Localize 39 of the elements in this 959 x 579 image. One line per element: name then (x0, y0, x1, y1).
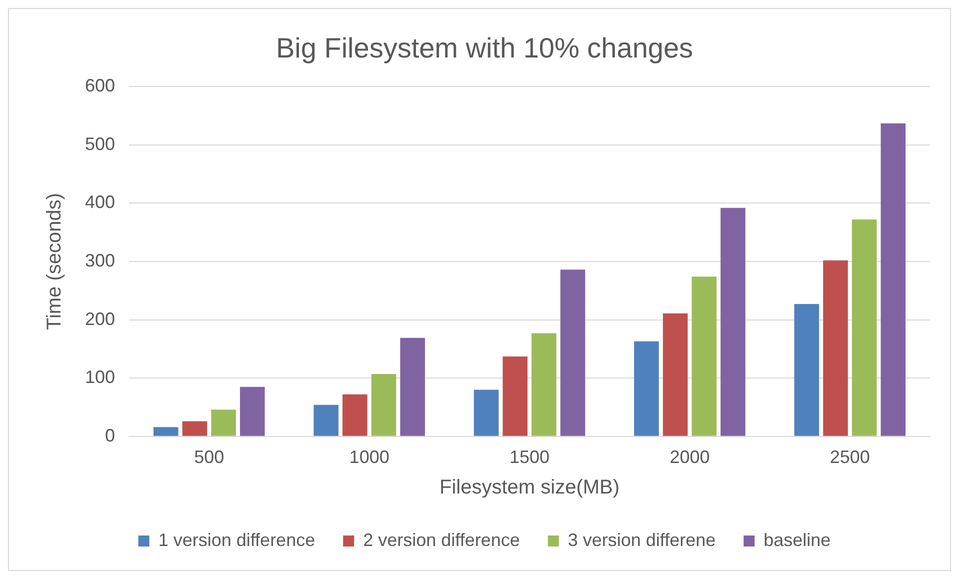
bar (371, 374, 396, 436)
bar (240, 386, 265, 436)
legend-label: 3 version differene (568, 530, 716, 550)
bar (634, 341, 659, 436)
x-tick-label: 2000 (670, 447, 710, 468)
y-axis-title: Time (seconds) (44, 192, 66, 330)
legend-label: 1 version difference (158, 530, 316, 550)
bar (400, 338, 425, 436)
y-tick-label: 600 (84, 76, 116, 96)
bar (852, 220, 877, 436)
x-axis-title: Filesystem size(MB) (440, 476, 620, 499)
bar (823, 260, 848, 436)
bar (314, 404, 338, 436)
x-tick-label: 500 (194, 447, 224, 468)
x-tick-label: 2500 (830, 447, 870, 468)
bar (692, 276, 717, 436)
y-tick-label: 400 (84, 192, 116, 212)
bar (794, 304, 820, 436)
bar (342, 394, 368, 436)
chart-title: Big Filesystem with 10% changes (276, 32, 694, 64)
bar (502, 356, 528, 436)
y-tick-label: 100 (84, 367, 116, 388)
y-tick-label: 200 (84, 308, 116, 329)
legend-label: 2 version difference (363, 530, 520, 550)
x-tick-label: 1000 (349, 447, 390, 468)
legend-label: baseline (764, 530, 831, 550)
bar (532, 333, 556, 436)
bar (880, 123, 906, 436)
y-tick-label: 300 (84, 250, 116, 270)
bar (662, 313, 688, 436)
bar (474, 390, 499, 436)
y-tick-label: 0 (105, 425, 116, 446)
bar (720, 208, 746, 436)
x-tick-label: 1500 (509, 447, 550, 468)
bar (211, 410, 236, 436)
bar (560, 270, 586, 436)
y-tick-label: 500 (84, 134, 116, 154)
bar (153, 427, 178, 436)
bar (182, 421, 208, 436)
